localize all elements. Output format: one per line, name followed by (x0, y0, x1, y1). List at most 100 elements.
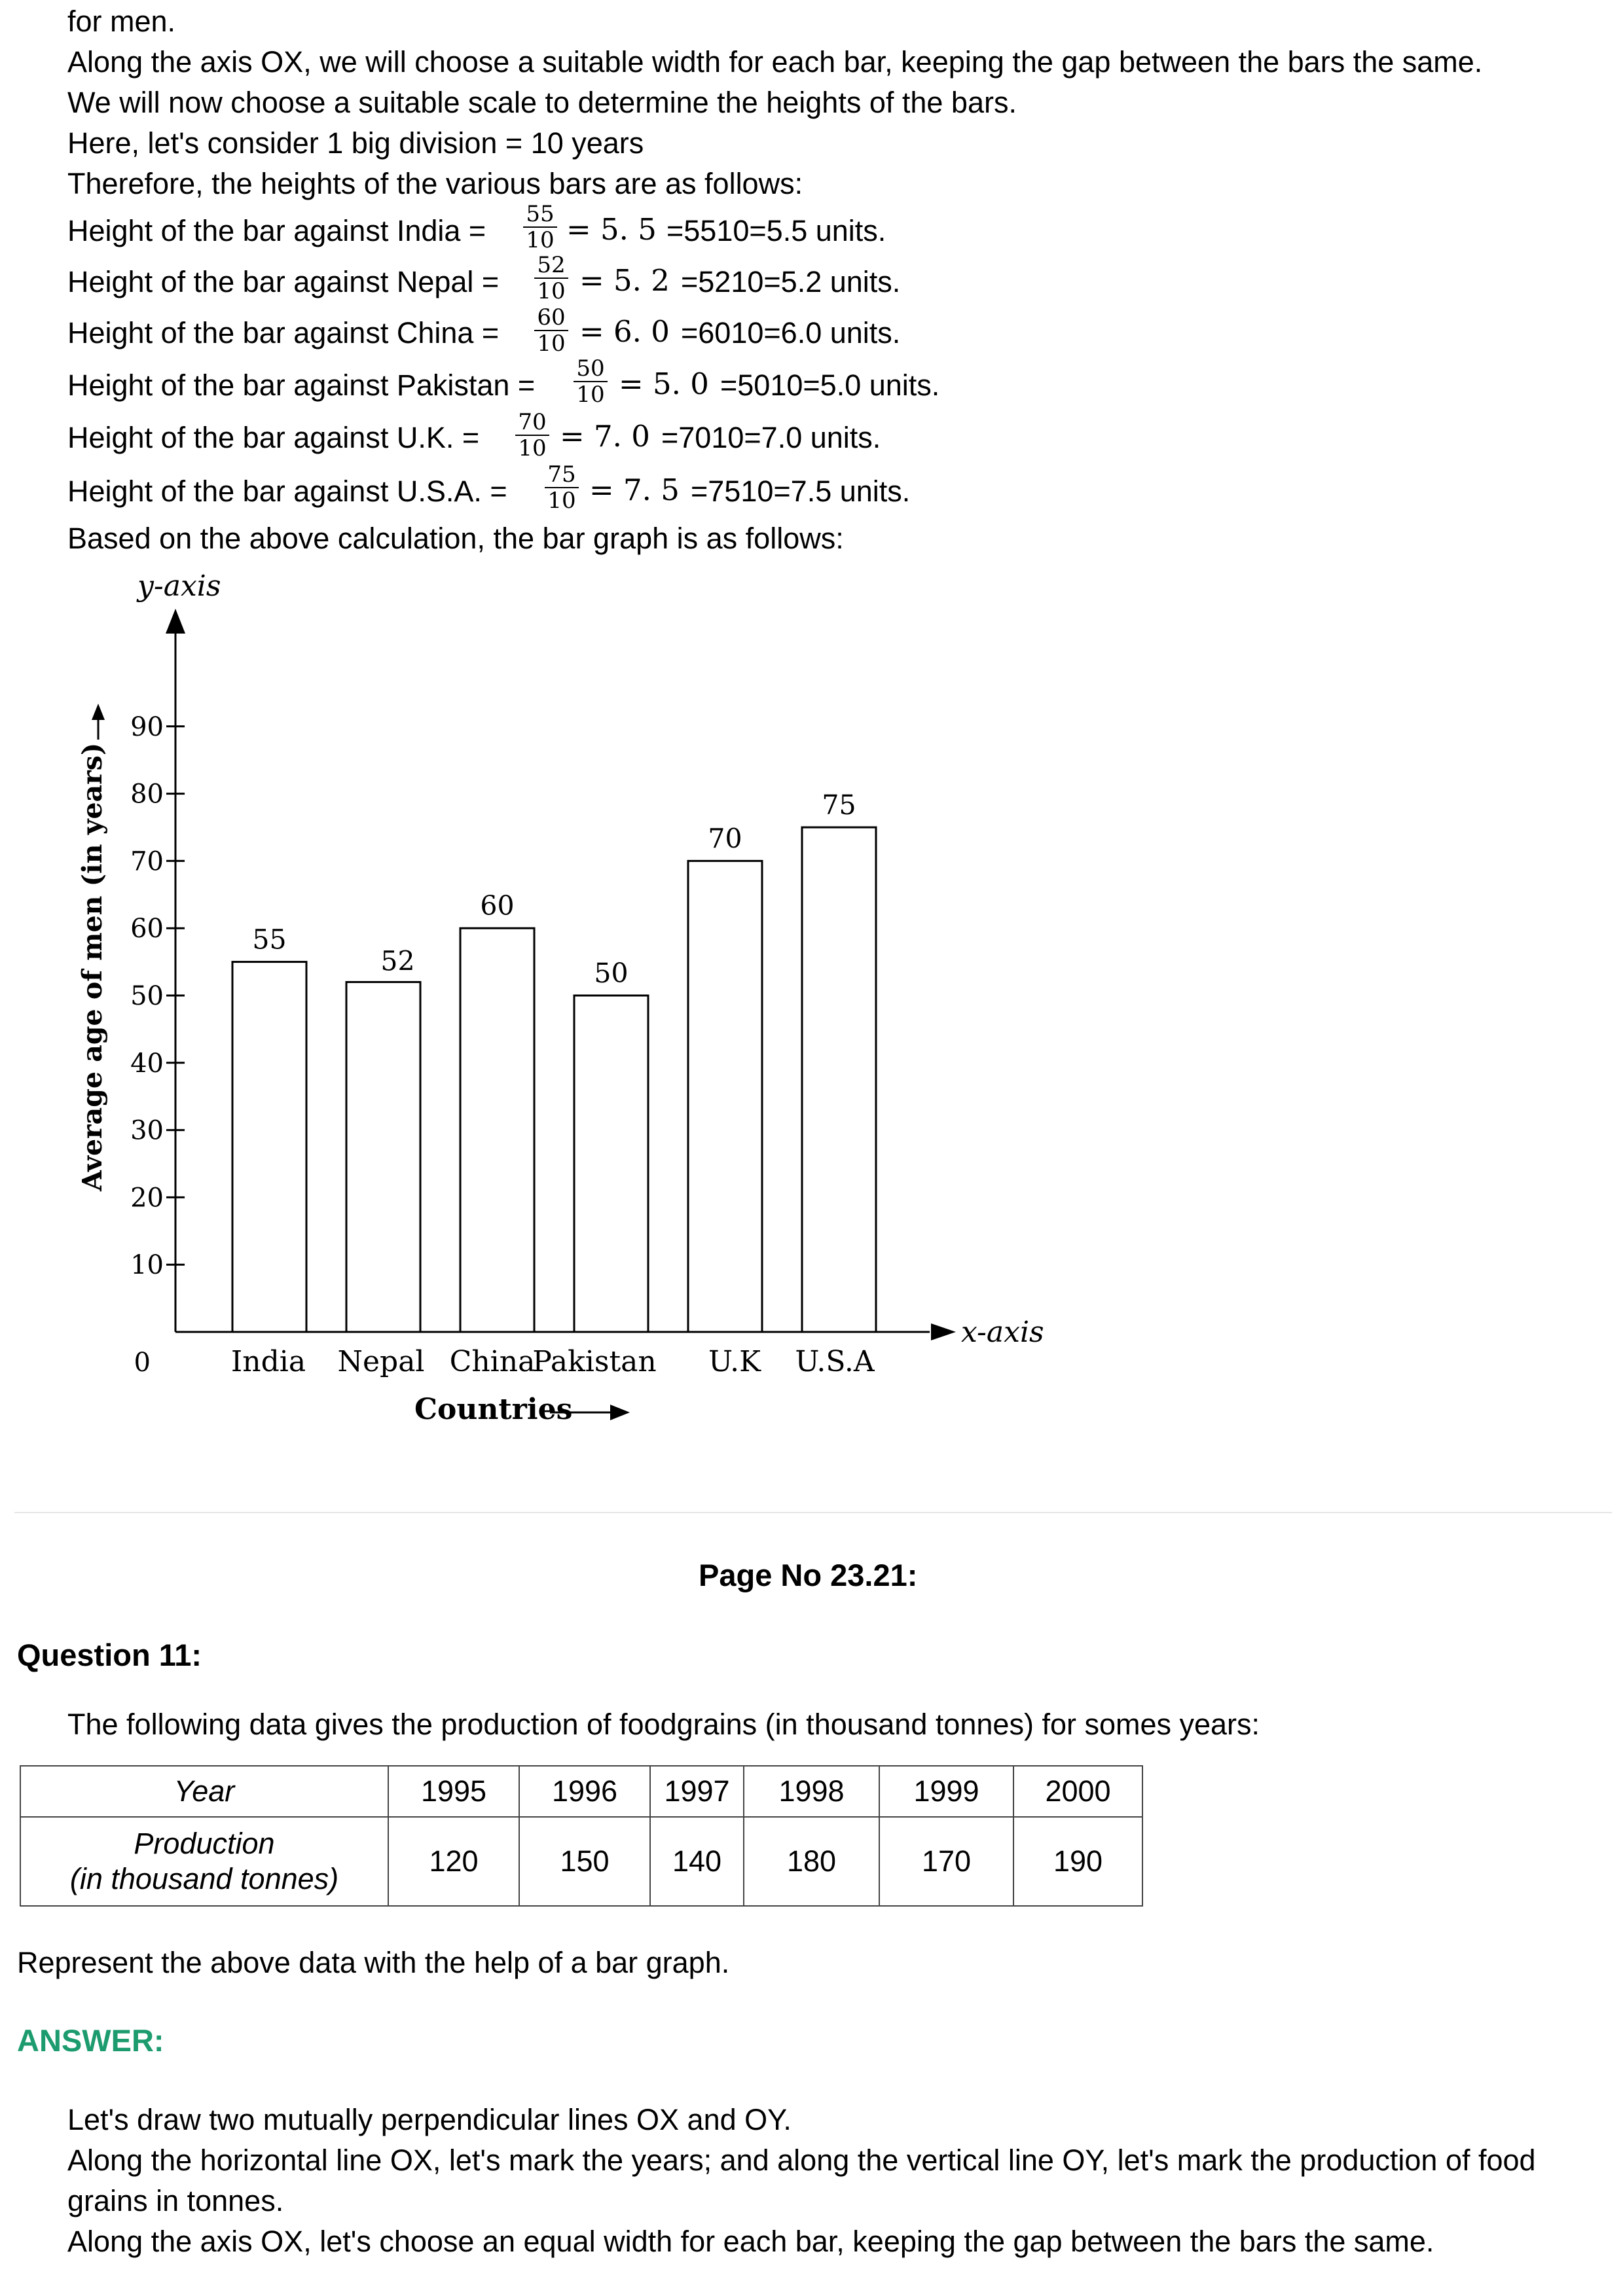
table-header-production-line2: (in thousand tonnes) (69, 1862, 339, 1895)
height-label: Height of the bar against U.K. = (67, 421, 480, 454)
height-label: Height of the bar against U.S.A. = (67, 475, 507, 508)
y-tick-label: 10 (130, 1250, 164, 1280)
bar-china (459, 927, 536, 1333)
x-category-label: U.K (708, 1345, 761, 1378)
production-table: Year 1995 1996 1997 1998 1999 2000 Produ… (20, 1765, 1143, 1907)
x-category-label: China (450, 1345, 536, 1378)
intro-line-5: Therefore, the heights of the various ba… (67, 167, 803, 200)
intro-line-2: Along the axis OX, we will choose a suit… (67, 45, 1483, 79)
answer-line-4: Along the axis OX, let's choose an equal… (67, 2225, 1434, 2258)
table-cell: 2000 (1013, 1765, 1143, 1818)
bar-uk (687, 859, 763, 1333)
question-instruction: Represent the above data with the help o… (17, 1946, 730, 1979)
y-tick-label: 30 (130, 1116, 164, 1146)
height-label: Height of the bar against Nepal = (67, 265, 500, 298)
height-label: Height of the bar against India = (67, 214, 486, 247)
x-category-label: Nepal (337, 1345, 424, 1378)
y-axis-name: y-axis (136, 569, 221, 603)
bar-data-label: 75 (822, 789, 856, 821)
x-axis-name: x-axis (961, 1316, 1044, 1349)
y-tick-label: 40 (130, 1049, 164, 1079)
table-cell: 1998 (743, 1765, 880, 1818)
bar-india (231, 961, 308, 1333)
fraction: 75 10 (542, 463, 581, 512)
numerator: 50 (576, 355, 605, 382)
table-cell: 150 (519, 1816, 651, 1907)
intro-line-3: We will now choose a suitable scale to d… (67, 86, 1017, 119)
x-category-label: Pakistan (532, 1345, 656, 1378)
bar-nepal (345, 980, 422, 1333)
numerator: 75 (547, 461, 576, 488)
table-header-production: Production (in thousand tonnes) (20, 1816, 389, 1907)
y-ticks: 0 10 20 30 40 50 60 70 80 90 (130, 712, 185, 1378)
fraction: 50 10 (571, 357, 610, 406)
answer-line-1: Let's draw two mutually perpendicular li… (67, 2103, 792, 2136)
table-cell: 120 (388, 1816, 520, 1907)
x-category-label: India (231, 1345, 306, 1378)
y-tick-label: 70 (130, 846, 164, 876)
x-axis-arrow (931, 1323, 956, 1340)
height-units: =7010=7.0 units. (661, 421, 881, 454)
bar-data-label: 60 (480, 890, 514, 922)
y-axis-label: Average age of men (in years) (77, 743, 108, 1192)
question-title: Question 11: (17, 1638, 202, 1672)
height-label: Height of the bar against China = (67, 316, 500, 350)
y-tick-label: 20 (130, 1183, 164, 1213)
bar-data-label: 50 (594, 958, 628, 989)
fraction-result: = 7. 0 (560, 419, 650, 454)
bar-chart: y-axis x-axis Average age of men (in yea… (77, 569, 1044, 1426)
answer-label: ANSWER: (17, 2023, 164, 2058)
table-header-production-line1: Production (134, 1827, 275, 1860)
x-axis-label: Countries (414, 1393, 572, 1426)
height-units: =5010=5.0 units. (720, 368, 940, 402)
table-cell: 140 (649, 1816, 744, 1907)
height-units: =5210=5.2 units. (681, 265, 901, 298)
y-tick-label: 50 (130, 981, 164, 1011)
x-category-label: U.S.A (795, 1345, 875, 1378)
table-cell: 1997 (649, 1765, 744, 1818)
table-cell: 1996 (519, 1765, 651, 1818)
numerator: 70 (518, 409, 547, 435)
height-units: =7510=7.5 units. (691, 475, 911, 508)
page-number: Page No 23.21: (699, 1558, 918, 1592)
answer-line-2: Along the horizontal line OX, let's mark… (67, 2144, 1536, 2177)
height-label: Height of the bar against Pakistan = (67, 368, 536, 402)
table-cell: 1999 (879, 1765, 1014, 1818)
intro-line-1: for men. (67, 5, 176, 38)
fraction-result: = 6. 0 (579, 314, 670, 349)
intro-line-4: Here, let's consider 1 big division = 10… (67, 126, 644, 160)
fraction: 55 10 (520, 203, 560, 251)
numerator: 60 (537, 304, 566, 331)
fraction-result: = 5. 5 (566, 212, 657, 247)
fraction-result: = 5. 2 (579, 263, 670, 298)
table-cell: 1995 (388, 1765, 520, 1818)
answer-line-3: grains in tonnes. (67, 2184, 284, 2217)
denominator: 10 (518, 435, 547, 461)
y-tick-label: 80 (130, 780, 164, 810)
table-row-production: Production (in thousand tonnes) 120 150 … (20, 1816, 1143, 1907)
numerator: 52 (537, 252, 566, 278)
fraction: 60 10 (532, 306, 571, 355)
denominator: 10 (576, 382, 605, 408)
bars: 55 India 52 Nepal 60 China 50 Pakistan 70 U.K 75 U.… (231, 789, 877, 1378)
denominator: 10 (526, 227, 555, 253)
section-divider (14, 1512, 1612, 1513)
bar-data-label: 70 (708, 823, 742, 854)
ylabel-arrow-head (92, 704, 105, 720)
denominator: 10 (537, 278, 566, 304)
based-on-text: Based on the above calculation, the bar … (67, 522, 844, 555)
y-tick-label: 90 (130, 712, 164, 742)
xlabel-arrow-head (610, 1405, 630, 1420)
fraction-result: = 7. 5 (589, 473, 680, 507)
table-header-year: Year (20, 1765, 389, 1818)
denominator: 10 (537, 331, 566, 357)
bar-usa (801, 826, 877, 1333)
fraction: 52 10 (532, 254, 571, 302)
fraction-result: = 5. 0 (619, 367, 709, 401)
height-units: =6010=6.0 units. (681, 316, 901, 350)
bar-data-label: 52 (380, 945, 414, 977)
y-tick-label: 0 (134, 1348, 151, 1378)
bar-pakistan (573, 994, 649, 1333)
numerator: 55 (526, 201, 555, 227)
fraction: 70 10 (513, 411, 552, 459)
